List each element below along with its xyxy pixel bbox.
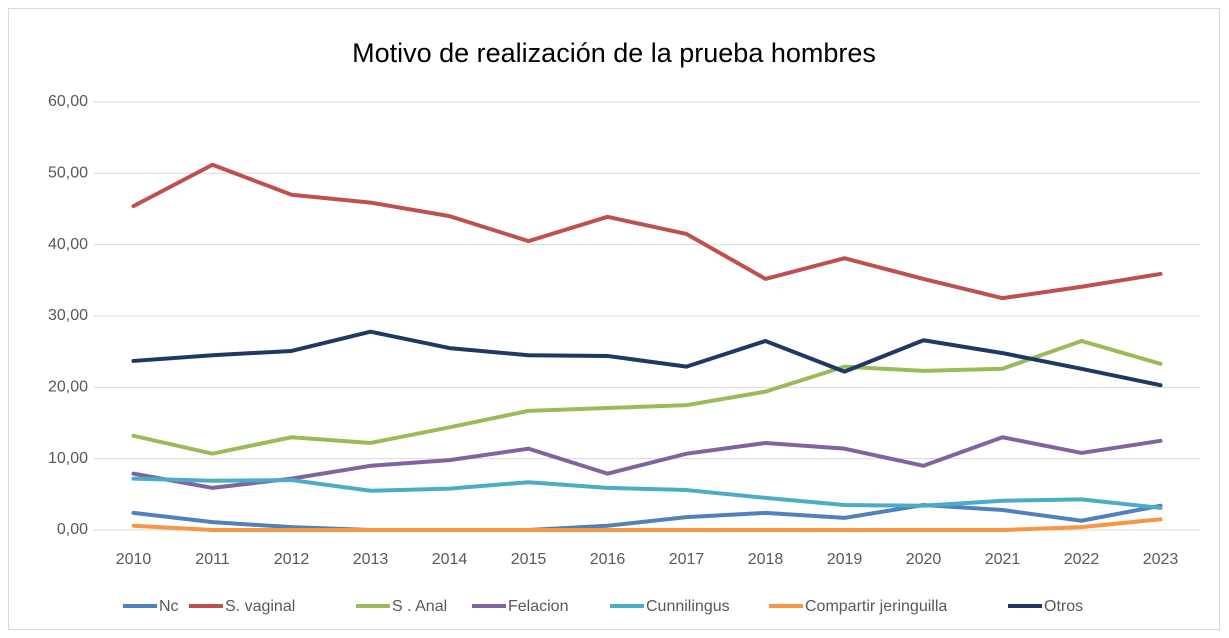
x-tick-label: 2015 <box>511 551 547 568</box>
x-tick-label: 2019 <box>827 551 863 568</box>
series-line <box>131 517 1163 532</box>
legend-label: Felacion <box>508 598 568 615</box>
x-tick-label: 2012 <box>274 551 310 568</box>
legend-label: Nc <box>159 598 179 615</box>
series-line <box>131 162 1163 301</box>
x-tick-label: 2014 <box>432 551 468 568</box>
legend-label: Cunnilingus <box>646 598 730 615</box>
x-tick-label: 2020 <box>906 551 942 568</box>
y-tick-label: 30,00 <box>48 307 88 324</box>
y-tick-label: 40,00 <box>48 236 88 253</box>
y-tick-label: 20,00 <box>48 379 88 396</box>
chart-title: Motivo de realización de la prueba hombr… <box>352 38 876 68</box>
series-line <box>131 329 1163 388</box>
x-tick-label: 2018 <box>748 551 784 568</box>
series-line <box>131 435 1163 490</box>
x-tick-label: 2017 <box>669 551 705 568</box>
x-tick-label: 2023 <box>1143 551 1179 568</box>
legend-label: Otros <box>1044 598 1083 615</box>
legend-label: S . Anal <box>392 598 447 615</box>
y-tick-label: 60,00 <box>48 93 88 110</box>
series-line <box>131 338 1163 456</box>
x-tick-label: 2010 <box>116 551 152 568</box>
x-tick-label: 2022 <box>1064 551 1100 568</box>
x-tick-label: 2011 <box>195 551 230 568</box>
series-line <box>131 476 1163 510</box>
x-tick-label: 2013 <box>353 551 389 568</box>
y-tick-label: 10,00 <box>48 450 88 467</box>
y-tick-label: 50,00 <box>48 165 88 182</box>
series-line <box>131 503 1163 532</box>
x-tick-label: 2016 <box>590 551 626 568</box>
x-tick-label: 2021 <box>985 551 1021 568</box>
y-tick-label: 0,00 <box>57 521 88 538</box>
legend-label: Compartir jeringuilla <box>805 598 947 615</box>
legend-label: S. vaginal <box>225 598 295 615</box>
